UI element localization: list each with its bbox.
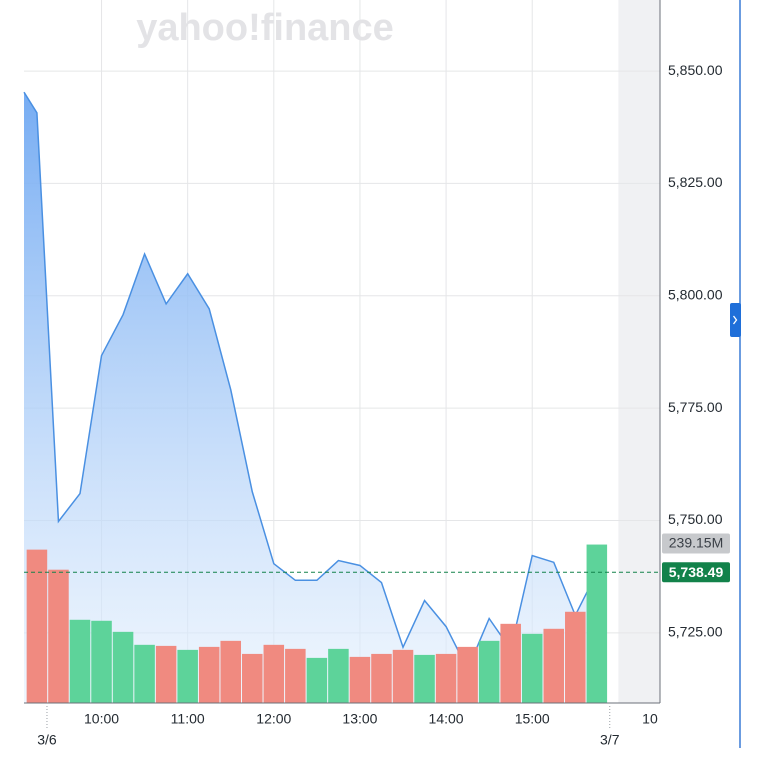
volume-label: 239.15M	[669, 534, 723, 550]
volume-bar	[242, 653, 263, 703]
x-tick-label: 10	[642, 711, 658, 727]
volume-bar	[306, 657, 328, 703]
volume-bar	[220, 640, 242, 703]
date-tick-label: 3/7	[600, 732, 620, 748]
volume-bar	[48, 569, 69, 703]
volume-bar	[521, 633, 543, 703]
volume-bar	[155, 645, 177, 703]
panel-toggle[interactable]	[730, 303, 741, 337]
volume-bar	[543, 628, 565, 703]
volume-bar	[371, 653, 392, 703]
volume-bar	[478, 640, 500, 703]
y-tick-label: 5,800.00	[668, 286, 723, 302]
y-tick-label: 5,825.00	[668, 174, 723, 190]
x-tick-label: 15:00	[515, 711, 550, 727]
date-tick-label: 3/6	[37, 732, 57, 748]
price-line	[23, 91, 598, 672]
x-tick-label: 14:00	[429, 711, 464, 727]
volume-bar	[500, 623, 521, 703]
volume-bar	[112, 631, 134, 703]
x-tick-label: 13:00	[342, 711, 377, 727]
x-tick-label: 12:00	[256, 711, 291, 727]
watermark: yahoo!finance	[136, 7, 394, 49]
y-tick-label: 5,850.00	[668, 62, 723, 78]
x-tick-label: 11:00	[171, 711, 205, 727]
after-hours-region	[618, 0, 660, 703]
volume-bar	[198, 646, 220, 703]
volume-badge	[662, 533, 730, 554]
volume-bar	[285, 648, 306, 703]
volume-bar	[586, 544, 608, 703]
volume-bar	[91, 620, 112, 703]
volume-bar	[435, 653, 457, 703]
volume-bar	[392, 649, 414, 703]
volume-bar	[349, 656, 371, 703]
last-price-label: 5,738.49	[669, 564, 724, 580]
y-tick-label: 5,775.00	[668, 399, 723, 415]
volume-bar	[565, 611, 586, 703]
volume-bar	[414, 654, 435, 703]
volume-bar	[328, 648, 349, 703]
y-tick-label: 5,725.00	[668, 624, 723, 640]
y-tick-label: 5,750.00	[668, 511, 723, 527]
volume-bar	[457, 646, 478, 703]
x-tick-label: 10:00	[84, 711, 119, 727]
volume-bar	[26, 549, 48, 703]
volume-bar	[69, 619, 91, 703]
price-area	[24, 92, 597, 703]
volume-bar	[177, 649, 198, 703]
volume-bar	[134, 644, 155, 703]
volume-bar	[263, 644, 285, 703]
toggle-icon	[732, 315, 738, 325]
last-price-badge	[662, 562, 730, 583]
